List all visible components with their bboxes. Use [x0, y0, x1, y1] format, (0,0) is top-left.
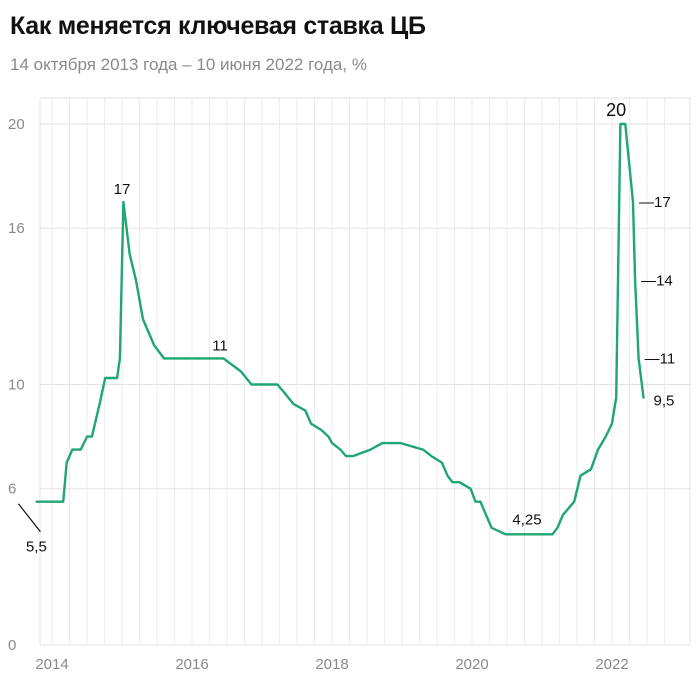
data-label: 9,5 — [654, 393, 675, 410]
rate-series-line — [35, 122, 645, 536]
data-label: 5,5 — [26, 539, 47, 556]
chart-subtitle: 14 октября 2013 года – 10 июня 2022 года… — [10, 55, 367, 74]
x-tick-label: 2016 — [175, 656, 208, 673]
annotation-leader — [17, 503, 41, 533]
y-tick-label: 20 — [8, 116, 25, 133]
x-tick-label: 2018 — [315, 656, 348, 673]
data-label: 20 — [606, 100, 626, 120]
x-tick-label: 2022 — [595, 656, 628, 673]
y-tick-label: 16 — [8, 220, 25, 237]
data-label: 4,25 — [512, 511, 541, 528]
y-tick-label: 0 — [8, 637, 16, 654]
data-label: —17 — [639, 194, 671, 211]
data-label: —11 — [645, 350, 676, 367]
chart-title: Как меняется ключевая ставка ЦБ — [10, 12, 426, 40]
x-tick-label: 2020 — [455, 656, 488, 673]
data-label: —14 — [641, 272, 673, 289]
x-tick-label: 2014 — [35, 656, 68, 673]
y-tick-label: 6 — [8, 481, 16, 498]
data-label: 11 — [212, 337, 228, 354]
y-tick-label: 10 — [8, 377, 25, 394]
data-label: 17 — [114, 181, 131, 198]
